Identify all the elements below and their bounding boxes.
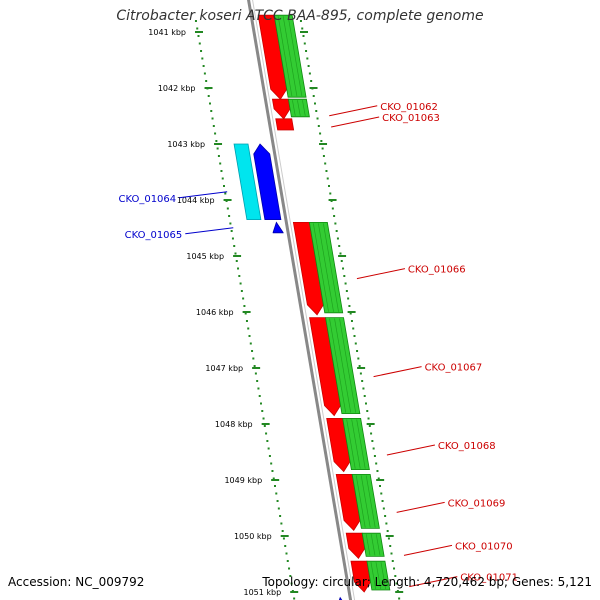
gene-label: CKO_01063	[382, 113, 440, 124]
forward-cds-stripe	[334, 318, 352, 413]
forward-cds-stripe	[282, 16, 298, 97]
gene-label-leader	[386, 444, 436, 456]
gene-label: CKO_01067	[425, 363, 483, 374]
forward-gene-arrow	[257, 14, 288, 100]
backbone-line	[247, 0, 353, 600]
forward-cds-stripe	[370, 534, 376, 556]
scale-tick-label: 1042 kbp	[158, 84, 196, 93]
reverse-gene-arrow	[253, 143, 282, 221]
scale-tick-label: 1041 kbp	[148, 28, 186, 37]
forward-cds-stripe	[318, 223, 334, 312]
gene-label: CKO_01062	[380, 102, 438, 113]
scale-tick-label: 1051 kbp	[243, 588, 281, 597]
backbone-line	[252, 0, 356, 600]
gene-label-leader	[329, 105, 378, 117]
scale-tick-label: 1049 kbp	[224, 476, 262, 485]
forward-cds-stripe	[339, 318, 357, 413]
gene-label-leader	[403, 544, 453, 556]
reverse-gene-arrow	[272, 221, 284, 234]
scale-tick-label: 1048 kbp	[215, 420, 253, 429]
forward-gene-arrow	[335, 473, 361, 532]
gene-label-leader	[409, 576, 458, 588]
gene-label-leader	[356, 268, 406, 280]
forward-cds-stripe	[313, 223, 329, 312]
forward-cds-stripe	[323, 223, 339, 312]
map-title: Citrobacter koseri ATCC BAA-895, complet…	[116, 8, 484, 24]
forward-cds-stripe	[329, 318, 347, 413]
gene-label-leader	[373, 366, 422, 378]
forward-gene-arrow	[326, 417, 351, 473]
forward-cds-stripe	[351, 419, 361, 469]
forward-cds-stripe	[365, 475, 376, 528]
gene-label: CKO_01065	[125, 230, 183, 241]
forward-cds-stripe	[277, 16, 293, 97]
forward-cds-stripe	[287, 16, 303, 97]
forward-cds-stripe	[380, 562, 387, 590]
reverse-gene-arrow	[338, 596, 343, 600]
gene-label: CKO_01066	[408, 265, 466, 276]
forward-cds-stripe	[302, 100, 306, 116]
forward-cds-stripe	[297, 100, 301, 116]
forward-gene-arrow	[309, 317, 341, 417]
forward-cds-stripe	[370, 562, 377, 590]
gene-label: CKO_01068	[438, 441, 496, 452]
forward-gene-arrow	[271, 98, 291, 120]
forward-gene-arrow	[350, 560, 371, 593]
accession-text: Accession: NC_009792	[8, 575, 145, 589]
forward-cds-stripe	[355, 475, 366, 528]
gene-label: CKO_01070	[455, 541, 513, 552]
scale-tick-label: 1046 kbp	[196, 308, 234, 317]
gene-label-leader	[331, 116, 380, 128]
forward-cds-stripe	[375, 562, 382, 590]
gene-label-leader	[396, 501, 445, 513]
gene-label: CKO_01069	[448, 498, 506, 509]
reverse-cds-band	[233, 143, 262, 221]
genome-summary-text: Topology: circular; Length: 4,720,462 bp…	[262, 575, 592, 589]
gene-label: CKO_01071	[460, 573, 518, 584]
forward-cds-stripe	[375, 534, 381, 556]
forward-cds-stripe	[360, 475, 371, 528]
forward-cds-stripe	[365, 534, 371, 556]
forward-cds-stripe	[292, 100, 296, 116]
gene-label-leader	[185, 227, 234, 235]
gene-label-leader	[179, 191, 228, 199]
scale-tick-label: 1047 kbp	[205, 364, 243, 373]
forward-gene-arrow	[292, 221, 324, 316]
forward-gene-arrow	[275, 118, 295, 131]
scale-tick-label: 1044 kbp	[177, 196, 215, 205]
forward-cds-stripe	[356, 419, 366, 469]
forward-cds-stripe	[346, 419, 356, 469]
scale-tick-label: 1043 kbp	[167, 140, 205, 149]
forward-gene-arrow	[345, 532, 366, 560]
scale-tick-label: 1045 kbp	[186, 252, 224, 261]
gene-label: CKO_01064	[118, 194, 176, 205]
scale-tick-label: 1050 kbp	[234, 532, 272, 541]
